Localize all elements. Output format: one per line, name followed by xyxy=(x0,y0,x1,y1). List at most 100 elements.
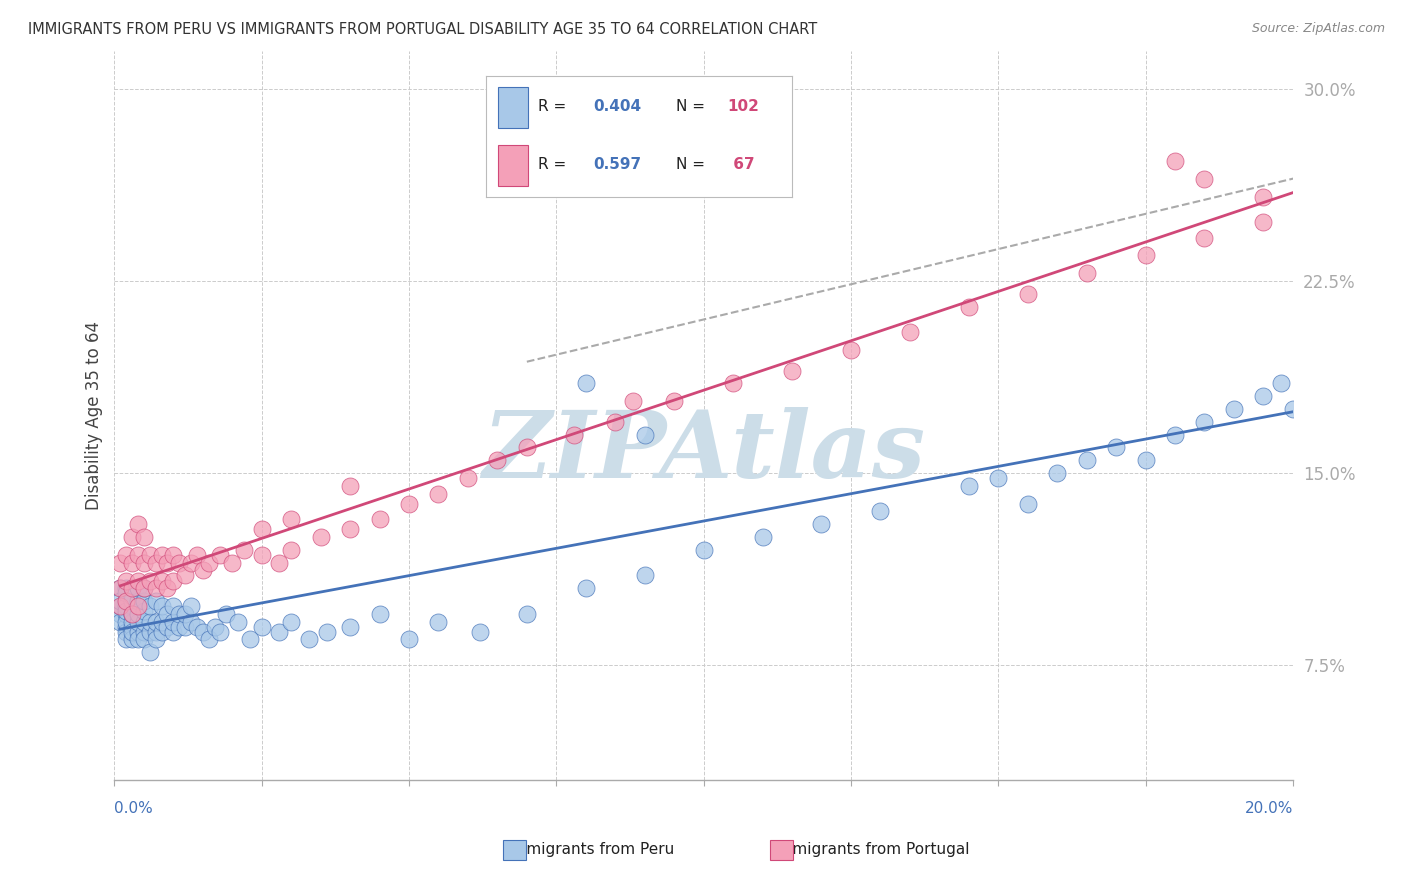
Point xyxy=(110,582,132,596)
Point xyxy=(1253,389,1275,403)
Point xyxy=(298,632,321,647)
Point xyxy=(162,624,184,639)
Point xyxy=(605,415,627,429)
Point xyxy=(145,615,167,629)
Point xyxy=(226,615,249,629)
Point xyxy=(269,624,291,639)
Point xyxy=(339,479,361,493)
Point xyxy=(209,548,232,562)
Text: Immigrants from Peru: Immigrants from Peru xyxy=(508,842,673,856)
Point xyxy=(145,556,167,570)
Point xyxy=(127,517,149,532)
Point xyxy=(662,394,685,409)
Point xyxy=(1164,153,1187,168)
Point xyxy=(427,615,450,629)
Point xyxy=(398,497,420,511)
Point xyxy=(115,594,138,608)
Point xyxy=(115,574,138,588)
Point xyxy=(115,620,138,634)
Point xyxy=(869,504,891,518)
Point xyxy=(215,607,238,621)
Point xyxy=(115,632,138,647)
Point xyxy=(780,364,803,378)
Point xyxy=(139,574,162,588)
Point xyxy=(127,548,149,562)
Point xyxy=(127,607,149,621)
Text: 20.0%: 20.0% xyxy=(1244,801,1292,816)
Point xyxy=(174,568,197,582)
Point xyxy=(127,632,149,647)
Point xyxy=(1369,338,1392,352)
Point xyxy=(121,620,143,634)
Point xyxy=(621,394,644,409)
Point xyxy=(139,548,162,562)
Point xyxy=(634,568,657,582)
Point xyxy=(127,594,149,608)
Point xyxy=(339,522,361,536)
Point xyxy=(191,563,214,577)
Text: IMMIGRANTS FROM PERU VS IMMIGRANTS FROM PORTUGAL DISABILITY AGE 35 TO 64 CORRELA: IMMIGRANTS FROM PERU VS IMMIGRANTS FROM … xyxy=(28,22,817,37)
Point xyxy=(121,607,143,621)
Point xyxy=(468,624,491,639)
Point xyxy=(115,624,138,639)
Point xyxy=(1135,453,1157,467)
Point xyxy=(127,599,149,614)
Point xyxy=(150,624,173,639)
Point xyxy=(132,604,155,618)
Point xyxy=(139,599,162,614)
Point xyxy=(180,556,202,570)
Point xyxy=(197,632,219,647)
Point xyxy=(110,556,132,570)
Point xyxy=(121,589,143,603)
Point xyxy=(167,556,190,570)
Point xyxy=(1076,453,1098,467)
Point xyxy=(575,582,598,596)
Point xyxy=(127,615,149,629)
Point xyxy=(132,624,155,639)
Point xyxy=(957,479,980,493)
Point xyxy=(1194,415,1216,429)
Point xyxy=(486,453,509,467)
Point xyxy=(280,542,302,557)
Point xyxy=(162,574,184,588)
Point xyxy=(250,548,273,562)
Point xyxy=(839,343,862,358)
Point xyxy=(197,556,219,570)
Point xyxy=(115,607,138,621)
Point xyxy=(150,574,173,588)
Point xyxy=(121,582,143,596)
Point xyxy=(250,620,273,634)
Point xyxy=(132,632,155,647)
Point xyxy=(150,599,173,614)
Point xyxy=(110,607,132,621)
Point xyxy=(180,615,202,629)
Point xyxy=(121,607,143,621)
Point xyxy=(121,556,143,570)
Point xyxy=(110,594,132,608)
Point xyxy=(1164,427,1187,442)
Point xyxy=(516,441,538,455)
Point xyxy=(162,599,184,614)
Point xyxy=(110,615,132,629)
Point xyxy=(1017,286,1039,301)
Text: ZIPAtlas: ZIPAtlas xyxy=(482,407,925,497)
Point xyxy=(121,607,143,621)
Point xyxy=(810,517,832,532)
Point xyxy=(1340,351,1362,365)
Point xyxy=(139,615,162,629)
Point xyxy=(121,615,143,629)
Point xyxy=(139,645,162,659)
Point xyxy=(145,632,167,647)
Point xyxy=(721,376,744,391)
Point xyxy=(145,582,167,596)
Point xyxy=(575,376,598,391)
Point xyxy=(204,620,226,634)
Text: Immigrants from Portugal: Immigrants from Portugal xyxy=(773,842,970,856)
Point xyxy=(174,620,197,634)
Point xyxy=(1310,364,1333,378)
Point xyxy=(957,300,980,314)
Point xyxy=(167,620,190,634)
Point xyxy=(269,556,291,570)
Point xyxy=(1270,376,1292,391)
Point xyxy=(167,607,190,621)
